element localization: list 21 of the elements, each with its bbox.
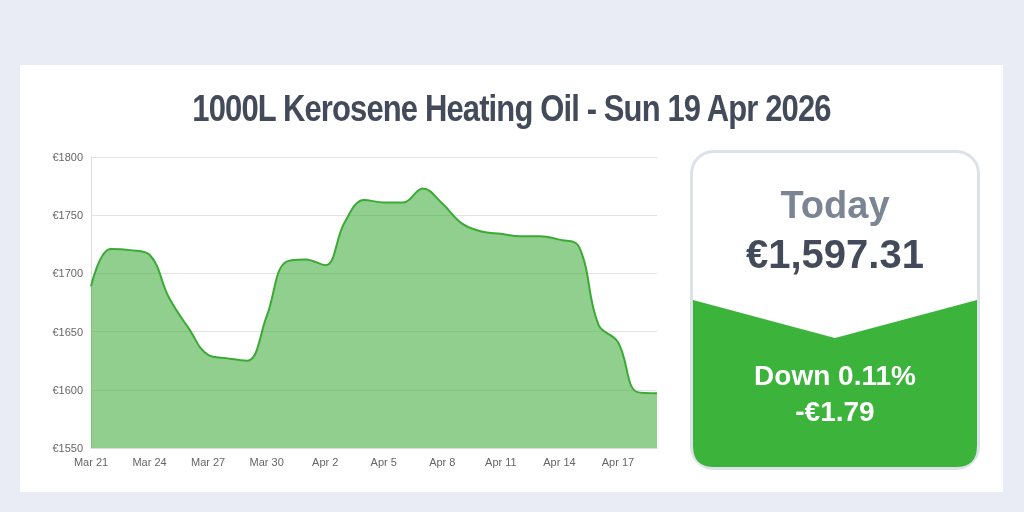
y-tick-label: €1550	[52, 442, 83, 454]
text: Today	[779, 184, 891, 227]
text: Down 0.11%	[753, 360, 917, 392]
x-tick-label: Mar 24	[132, 455, 167, 468]
x-tick-label: Apr 8	[429, 455, 456, 468]
y-tick-label: €1700	[52, 267, 83, 280]
x-tick-label: Apr 2	[312, 455, 339, 468]
x-tick-label: Mar 27	[190, 455, 226, 468]
y-tick-label: €1650	[52, 325, 83, 338]
y-tick-label: €1600	[52, 383, 83, 396]
text: -€1.79	[794, 396, 876, 428]
x-tick-label: Apr 11	[485, 455, 517, 468]
y-tick-label: €1750	[52, 209, 83, 222]
text: €1,597.31	[745, 232, 925, 277]
x-tick-label: Mar 21	[73, 455, 109, 468]
x-tick-label: Mar 30	[249, 455, 284, 468]
y-tick-label: €1800	[52, 151, 83, 163]
x-tick-label: Apr 17	[601, 455, 635, 468]
x-tick-label: Apr 14	[543, 455, 576, 468]
chart-title: 1000L Kerosene Heating Oil - Sun 19 Apr 2026	[191, 88, 832, 130]
x-tick-label: Apr 5	[370, 455, 397, 468]
